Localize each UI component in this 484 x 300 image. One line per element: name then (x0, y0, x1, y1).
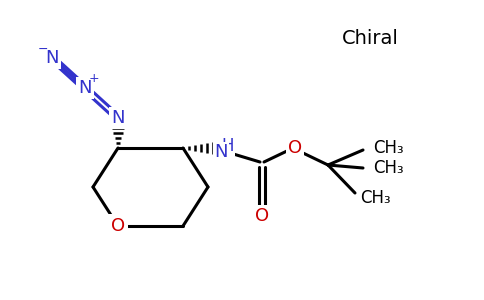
Text: N: N (214, 143, 228, 161)
Text: N: N (78, 79, 92, 97)
Text: CH₃: CH₃ (360, 189, 391, 207)
Text: CH₃: CH₃ (373, 159, 404, 177)
Text: −: − (38, 43, 48, 56)
Text: Chiral: Chiral (342, 28, 398, 47)
Text: O: O (111, 217, 125, 235)
Text: O: O (288, 139, 302, 157)
Text: N: N (111, 109, 125, 127)
Text: N: N (45, 49, 59, 67)
Text: O: O (255, 207, 269, 225)
Text: +: + (89, 73, 99, 85)
Text: H: H (222, 137, 234, 155)
Text: CH₃: CH₃ (373, 139, 404, 157)
